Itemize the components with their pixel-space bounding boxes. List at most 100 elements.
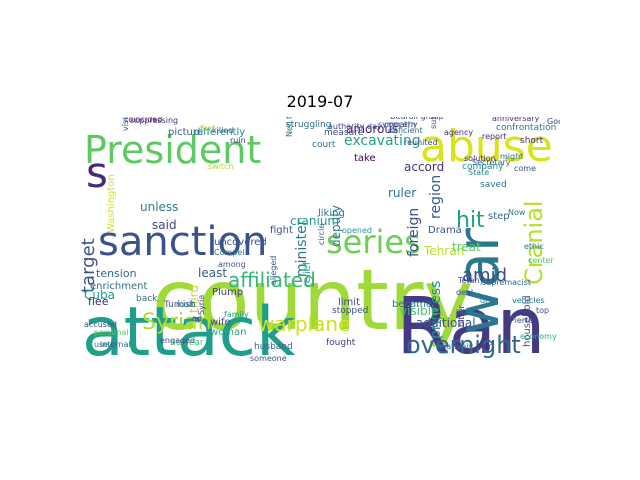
cloud-word: differently: [194, 127, 245, 138]
cloud-word: amorous: [346, 122, 398, 136]
cloud-word: suspect: [429, 117, 438, 129]
cloud-word: ruler: [388, 186, 416, 200]
cloud-word: deal: [456, 288, 473, 297]
cloud-word: tension: [96, 267, 137, 280]
cloud-word: target: [80, 238, 99, 293]
cloud-word: Bedroll group: [390, 117, 444, 121]
cloud-word: Tehran: [423, 244, 464, 258]
cloud-word: might: [500, 152, 523, 161]
cloud-word: woman: [210, 327, 247, 338]
cloud-word: attack: [82, 293, 296, 362]
cloud-word: Turkish: [163, 300, 196, 310]
cloud-word: solution: [464, 154, 496, 163]
cloud-word: engaged: [160, 336, 195, 345]
cloud-word: take: [354, 153, 376, 164]
cloud-word: picture: [168, 127, 203, 138]
cloud-word: step: [488, 211, 510, 222]
cloud-word: family: [224, 310, 249, 319]
cloud-word: killed: [212, 126, 233, 135]
chart-title: 2019-07: [286, 92, 354, 111]
cloud-word: back: [136, 294, 158, 304]
cloud-word: warplane: [258, 312, 350, 336]
cloud-word: relief: [302, 261, 313, 287]
cloud-word: bitter: [457, 305, 466, 327]
cloud-word: State: [468, 168, 489, 177]
cloud-word: measure: [324, 128, 364, 138]
cloud-word: agency: [444, 128, 473, 137]
cloud-word: Drama: [428, 225, 462, 236]
cloud-word: nuclear: [170, 338, 204, 348]
cloud-word: fight: [270, 225, 293, 236]
cloud-word: overnight: [406, 331, 521, 359]
cloud-word: Ran: [396, 282, 546, 362]
cloud-word: first: [200, 124, 216, 133]
cloud-word: liking: [318, 208, 345, 219]
cloud-word: deputy: [329, 205, 343, 247]
cloud-word: war: [444, 228, 512, 335]
cloud-word: top: [536, 306, 549, 315]
cloud-word: sympathy: [378, 120, 418, 129]
cloud-word: accused: [84, 320, 117, 329]
cloud-word: enrichment: [90, 281, 147, 292]
cloud-word: alleged: [269, 256, 278, 285]
cloud-word: someone: [250, 354, 287, 362]
cloud-word: short: [520, 136, 544, 146]
cloud-word: report: [482, 132, 506, 141]
cloud-word: drug: [480, 296, 499, 305]
cloud-word: Plump: [212, 287, 243, 298]
cloud-word: ethic: [524, 242, 544, 251]
cloud-word: struggling: [286, 120, 331, 130]
cloud-word: Secretary: [472, 158, 511, 167]
cloud-word: company: [462, 162, 504, 172]
cloud-word: princess: [428, 281, 444, 339]
cloud-word: foreign: [406, 208, 422, 257]
cloud-word: circle: [317, 224, 326, 245]
cloud-word: Now: [508, 208, 526, 217]
cloud-word: among: [218, 260, 246, 269]
cloud-word: anniversary: [492, 117, 540, 123]
cloud-word: husband: [254, 342, 293, 352]
cloud-word: least: [198, 266, 227, 280]
cloud-word: Syria: [197, 295, 206, 315]
cloud-word: ruin: [230, 136, 246, 145]
cloud-word: became: [392, 299, 432, 310]
cloud-word: vehicles: [512, 296, 545, 305]
cloud-word: Compel: [214, 248, 245, 257]
cloud-word: accord: [404, 160, 444, 174]
cloud-word: mult: [176, 300, 194, 309]
cloud-word: confrontation: [496, 123, 556, 133]
cloud-word: wife: [210, 317, 231, 328]
cloud-word: said: [152, 218, 177, 232]
cloud-word: President: [84, 128, 261, 172]
cloud-word: internal: [100, 340, 131, 349]
cloud-word: household: [522, 295, 533, 347]
cloud-word: saved: [480, 180, 507, 190]
cloud-word: come: [514, 164, 536, 173]
cloud-word: country: [152, 251, 473, 349]
cloud-word: deficient: [388, 126, 423, 135]
cloud-word: Cuba: [84, 288, 115, 302]
cloud-word: concern: [384, 120, 416, 129]
cloud-word: affiliated: [228, 268, 316, 292]
cloud-word: limit: [338, 297, 360, 308]
cloud-word: personal: [94, 328, 129, 337]
cloud-word: abuse: [420, 121, 553, 172]
cloud-word: economy: [520, 332, 557, 341]
cloud-word: Washington: [106, 174, 117, 233]
cloud-word: stopped: [332, 306, 368, 316]
cloud-word: hair: [476, 342, 492, 351]
cloud-word: center: [528, 256, 554, 265]
cloud-word: court: [312, 140, 336, 150]
word-cloud: country attack Ran President abuse sanction se…: [80, 117, 560, 362]
cloud-word: held: [456, 308, 473, 317]
cloud-word: region: [428, 175, 444, 219]
cloud-word: ed: [192, 314, 202, 323]
cloud-word: coincided: [124, 117, 162, 124]
cloud-word: authority day: [328, 122, 382, 131]
cloud-word: minister: [294, 219, 310, 277]
cloud-word: cranium: [290, 214, 339, 228]
cloud-word: opened: [342, 226, 372, 235]
cloud-word: additional: [416, 316, 476, 330]
cloud-word: supremacist: [482, 278, 531, 287]
